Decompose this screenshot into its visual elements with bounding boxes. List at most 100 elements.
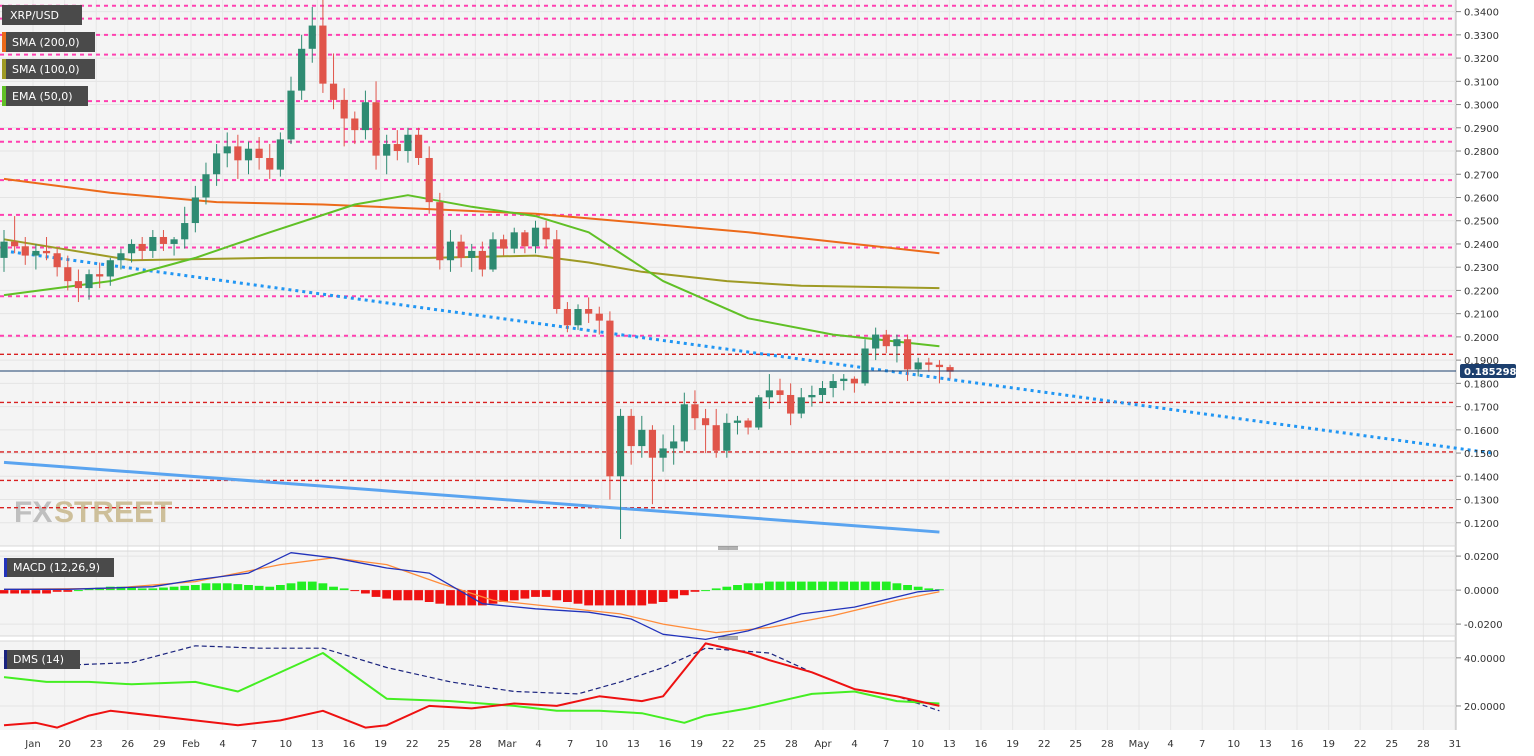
candle[interactable] — [787, 383, 795, 426]
candle[interactable] — [457, 234, 465, 268]
candle[interactable] — [414, 127, 423, 165]
candle[interactable] — [319, 0, 327, 93]
candle[interactable] — [818, 381, 827, 402]
candle[interactable] — [638, 415, 646, 458]
candle[interactable] — [21, 236, 29, 265]
candle[interactable] — [946, 364, 954, 379]
candle[interactable] — [468, 243, 476, 272]
candle[interactable] — [861, 339, 869, 386]
candle[interactable] — [351, 111, 359, 145]
candle[interactable] — [670, 425, 678, 465]
candle[interactable] — [723, 413, 731, 458]
candle[interactable] — [776, 378, 784, 402]
candle[interactable] — [489, 232, 497, 272]
legend-macd[interactable]: MACD (12,26,9) — [4, 558, 114, 577]
candle[interactable] — [329, 53, 338, 110]
candle[interactable] — [935, 360, 944, 384]
candle[interactable] — [436, 192, 444, 270]
candle[interactable] — [595, 306, 603, 335]
legend-sma200[interactable]: SMA (200,0) — [2, 32, 95, 52]
candle[interactable] — [733, 415, 742, 435]
candle[interactable] — [659, 434, 667, 472]
candle[interactable] — [287, 76, 295, 145]
candle[interactable] — [701, 408, 710, 454]
candle[interactable] — [606, 311, 614, 500]
candle[interactable] — [42, 236, 51, 261]
dotted-trendline[interactable] — [3, 249, 1493, 455]
candle[interactable] — [138, 236, 146, 261]
legend-ema50[interactable]: EMA (50,0) — [2, 86, 88, 106]
candle[interactable] — [872, 327, 880, 361]
candle[interactable] — [744, 418, 752, 435]
candle[interactable] — [925, 357, 933, 372]
candle[interactable] — [510, 227, 518, 254]
candle[interactable] — [159, 230, 168, 251]
candle[interactable] — [308, 6, 316, 63]
candle[interactable] — [96, 262, 104, 289]
legend-dms[interactable]: DMS (14) — [4, 650, 80, 669]
candle[interactable] — [531, 220, 540, 254]
candle[interactable] — [680, 392, 688, 451]
candle[interactable] — [266, 144, 274, 179]
candle[interactable] — [340, 88, 348, 147]
candle[interactable] — [74, 269, 83, 303]
candle[interactable] — [223, 132, 231, 168]
candle[interactable] — [255, 137, 263, 170]
candle[interactable] — [372, 81, 380, 170]
candle[interactable] — [521, 230, 529, 254]
candle[interactable] — [181, 206, 189, 249]
candle[interactable] — [882, 329, 890, 354]
candle[interactable] — [893, 334, 901, 363]
candle[interactable] — [149, 230, 157, 258]
candle[interactable] — [234, 134, 242, 179]
candle[interactable] — [829, 374, 837, 398]
candle[interactable] — [213, 144, 221, 186]
legend-sma100[interactable]: SMA (100,0) — [2, 59, 95, 79]
candle[interactable] — [553, 230, 561, 314]
candle[interactable] — [903, 334, 912, 382]
candle[interactable] — [117, 248, 125, 270]
candle[interactable] — [616, 408, 625, 540]
candle[interactable] — [914, 357, 922, 377]
candle[interactable] — [425, 146, 433, 214]
candle[interactable] — [404, 127, 412, 163]
candle[interactable] — [64, 255, 72, 291]
candle[interactable] — [383, 134, 391, 175]
candle[interactable] — [32, 243, 40, 270]
candle[interactable] — [840, 374, 848, 391]
candle[interactable] — [808, 385, 816, 407]
candle[interactable] — [797, 388, 805, 419]
candle[interactable] — [500, 234, 508, 256]
candle[interactable] — [170, 236, 178, 256]
candle[interactable] — [574, 304, 582, 330]
candle[interactable] — [0, 230, 8, 272]
solid-trendline[interactable] — [3, 460, 940, 534]
candle[interactable] — [127, 239, 136, 263]
candle[interactable] — [712, 408, 720, 458]
candle[interactable] — [298, 34, 306, 100]
resize-handle-1[interactable] — [718, 546, 738, 550]
candle[interactable] — [393, 130, 401, 161]
candle[interactable] — [106, 257, 114, 286]
candle[interactable] — [585, 297, 593, 323]
candle[interactable] — [361, 90, 370, 140]
candle[interactable] — [276, 132, 284, 177]
candle[interactable] — [755, 394, 763, 430]
candle[interactable] — [765, 374, 773, 409]
candle[interactable] — [478, 241, 486, 277]
candle[interactable] — [627, 408, 635, 465]
candle[interactable] — [11, 216, 19, 254]
candle[interactable] — [244, 141, 253, 175]
candle[interactable] — [648, 425, 657, 505]
candle[interactable] — [202, 162, 210, 205]
candle[interactable] — [446, 230, 455, 272]
candle[interactable] — [85, 269, 93, 300]
resize-handle-2[interactable] — [718, 636, 738, 640]
candle[interactable] — [191, 185, 199, 233]
candle[interactable] — [542, 220, 550, 249]
candle[interactable] — [563, 302, 571, 333]
candle[interactable] — [850, 376, 858, 393]
legend-symbol[interactable]: XRP/USD — [2, 5, 82, 25]
candle[interactable] — [691, 390, 699, 430]
